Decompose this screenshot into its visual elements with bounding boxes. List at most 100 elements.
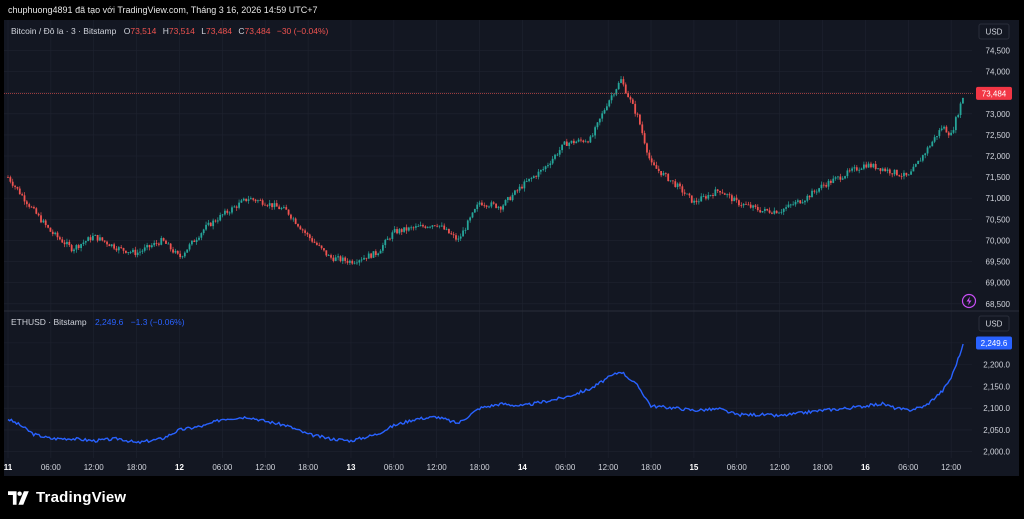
time-tick-label: 12:00 [427,463,448,472]
btc-candle-body [568,142,571,146]
btc-candle-body [886,169,889,172]
btc-candle-body [627,93,630,98]
btc-candle-body [544,166,547,170]
btc-candle-body [49,227,52,232]
btc-candle-body [407,227,410,231]
btc-candle-body [872,163,875,168]
btc-candle-body [662,173,665,176]
btc-candle-body [391,232,394,239]
btc-candle-body [754,205,757,208]
btc-candle-body [648,152,651,159]
btc-close-label: C [238,26,244,36]
btc-candle-body [193,240,196,242]
btc-candle-body [51,231,54,235]
btc-candle-body [905,172,908,176]
btc-candle-body [367,253,370,259]
btc-candle-body [683,192,686,194]
btc-candle-body [804,200,806,203]
btc-candle-body [174,250,177,253]
btc-candle-body [464,229,467,231]
btc-candle-body [646,143,648,153]
btc-candle-body [96,235,99,241]
btc-candle-body [898,175,901,177]
btc-candle-body [813,190,816,192]
btc-candle-body [205,224,207,230]
btc-candle-body [304,230,306,233]
btc-candle-body [851,168,854,171]
btc-candle-body [860,168,863,170]
time-tick-label: 06:00 [384,463,405,472]
btc-candle-body [70,245,73,252]
btc-candle-body [384,239,387,246]
btc-candle-body [959,103,962,115]
btc-candle-body [681,186,684,193]
btc-candle-body [341,257,344,262]
btc-candle-body [473,209,476,213]
btc-candle-body [929,146,931,148]
btc-currency-button[interactable]: USD [978,23,1010,40]
btc-candle-body [514,190,516,195]
btc-candle-body [655,165,658,169]
time-axis[interactable]: 11 06:00 12:00 18:00 12 06:00 12:00 18:00 13 06:0… [4,463,962,472]
btc-candle-body [278,206,281,210]
btc-candle-body [143,247,146,251]
btc-candle-body [200,233,203,238]
tradingview-logo[interactable]: TradingView [8,489,126,506]
chart-canvas[interactable]: 74,50074,00073,50073,00072,50072,00071,5… [4,20,1019,476]
btc-candle-body [264,204,266,206]
price-axes[interactable]: 74,50074,00073,50073,00072,50072,00071,5… [983,46,1010,456]
btc-candle-body [962,97,964,104]
btc-candle-body [254,199,257,202]
btc-candle-body [167,243,170,245]
btc-candle-body [150,245,153,248]
btc-candle-body [516,190,519,192]
btc-candle-body [82,242,85,245]
btc-candle-body [530,177,533,179]
chart-frame[interactable]: 74,50074,00073,50073,00072,50072,00071,5… [4,20,1019,476]
btc-symbol[interactable]: Bitcoin / Đô la · 3 · Bitstamp [11,26,117,36]
btc-candle-body [853,167,856,169]
btc-candle-body [697,201,700,203]
btc-candle-body [778,212,780,214]
btc-candle-body [735,197,738,201]
btc-candle-body [40,215,42,223]
btc-candle-body [141,250,144,252]
btc-candle-body [110,244,113,247]
btc-candle-body [238,202,240,208]
btc-candle-body [417,226,420,227]
btc-close-value: 73,484 [244,26,270,36]
btc-candle-body [160,238,163,245]
btc-candle-body [702,196,705,198]
btc-candle-body [785,207,787,209]
btc-candle-body [431,225,434,227]
btc-candle-body [370,253,373,258]
btc-candle-body [726,194,729,196]
eth-symbol[interactable]: ETHUSD · Bitstamp [11,317,87,327]
btc-candle-body [596,122,599,128]
btc-candle-body [940,128,943,131]
btc-candle-body [495,203,497,208]
btc-candle-body [63,242,66,245]
btc-candle-body [315,242,318,245]
time-tick-label: 18:00 [470,463,491,472]
btc-candle-body [207,222,210,225]
btc-candle-body [601,113,604,119]
btc-candle-body [608,100,611,107]
btc-candle-body [740,205,743,207]
btc-candle-body [936,136,938,138]
time-tick-label: 11 [4,463,13,472]
lightning-icon[interactable] [961,293,977,309]
btc-candle-body [99,237,101,241]
btc-candle-body [539,169,542,172]
btc-candle-body [874,163,877,170]
btc-candle-body [89,237,92,241]
btc-candle-body [117,247,120,251]
btc-candle-body [120,247,123,249]
btc-candle-body [723,193,726,195]
btc-candle-body [639,114,641,125]
eth-currency-button[interactable]: USD [978,315,1010,332]
btc-candle-body [235,206,238,208]
btc-candle-body [30,206,33,208]
btc-candle-body [282,207,285,209]
btc-candle-body [945,126,948,133]
